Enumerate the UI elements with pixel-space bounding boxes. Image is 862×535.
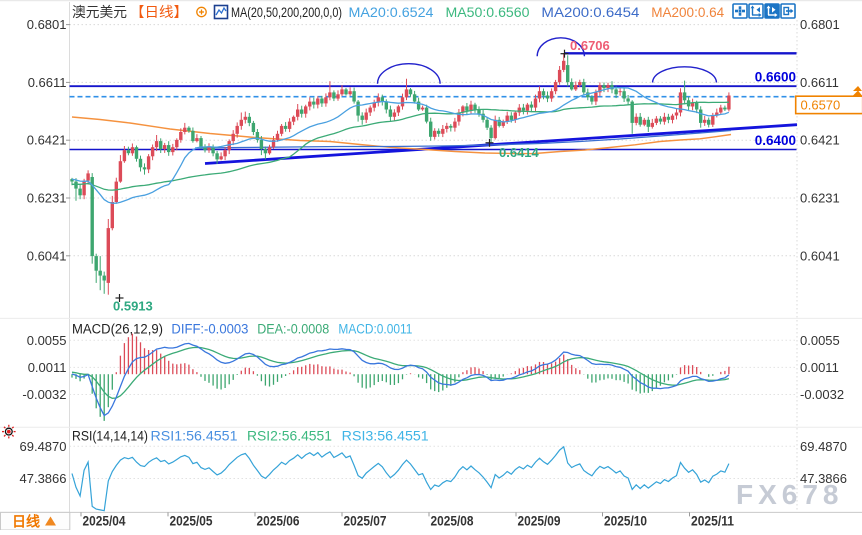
svg-text:RSI3:56.4551: RSI3:56.4551 [342,429,429,444]
svg-text:0.6041: 0.6041 [27,248,67,263]
svg-text:日线: 日线 [12,514,40,530]
svg-text:0.6421: 0.6421 [27,133,67,148]
svg-text:-0.0032: -0.0032 [800,387,844,402]
svg-text:2025/04: 2025/04 [83,514,126,529]
svg-text:0.6041: 0.6041 [800,248,840,263]
svg-text:0.5913: 0.5913 [113,299,153,314]
svg-text:0.6801: 0.6801 [800,17,840,32]
svg-text:2025/08: 2025/08 [431,514,474,529]
svg-text:MA200:0.6454: MA200:0.6454 [541,5,640,20]
svg-text:0.6421: 0.6421 [800,133,840,148]
svg-text:0.6801: 0.6801 [27,17,67,32]
svg-text:0.0055: 0.0055 [27,333,67,348]
svg-text:-0.0032: -0.0032 [22,387,66,402]
svg-text:MACD(26,12,9): MACD(26,12,9) [72,322,163,337]
svg-text:0.6706: 0.6706 [570,38,610,53]
svg-text:0.6400: 0.6400 [755,133,796,148]
svg-text:69.4870: 69.4870 [20,439,67,454]
svg-text:47.3866: 47.3866 [20,471,67,486]
svg-text:RSI2:56.4551: RSI2:56.4551 [247,429,332,444]
svg-text:0.0011: 0.0011 [28,360,67,375]
svg-text:MA(20,50,200,200,0,0): MA(20,50,200,200,0,0) [231,5,342,20]
svg-text:2025/07: 2025/07 [344,514,387,529]
svg-text:2025/05: 2025/05 [170,514,213,529]
svg-text:【日线】: 【日线】 [130,4,188,20]
svg-text:2025/11: 2025/11 [691,514,734,529]
svg-text:DIFF:-0.0003: DIFF:-0.0003 [171,322,248,337]
svg-text:RSI(14,14,14): RSI(14,14,14) [72,429,148,444]
svg-text:MA200:0.64: MA200:0.64 [651,5,724,20]
svg-text:0.6231: 0.6231 [27,191,67,206]
svg-text:FX678: FX678 [736,479,844,510]
svg-text:2025/10: 2025/10 [604,514,647,529]
svg-text:0.6611: 0.6611 [800,75,839,90]
svg-text:DEA:-0.0008: DEA:-0.0008 [257,322,329,337]
svg-text:MA20:0.6524: MA20:0.6524 [349,5,435,20]
svg-text:47.3866: 47.3866 [800,471,847,486]
svg-text:2025/09: 2025/09 [518,514,561,529]
svg-text:0.6600: 0.6600 [755,70,796,85]
svg-text:0.6231: 0.6231 [800,191,840,206]
svg-text:0.6611: 0.6611 [28,75,67,90]
svg-text:0.0011: 0.0011 [800,360,839,375]
svg-text:0.0055: 0.0055 [800,333,840,348]
svg-text:MACD:0.0011: MACD:0.0011 [338,322,412,337]
svg-text:0.6414: 0.6414 [499,145,540,160]
svg-text:RSI1:56.4551: RSI1:56.4551 [151,429,238,444]
svg-text:澳元美元: 澳元美元 [72,4,127,20]
svg-text:0.6570: 0.6570 [801,98,841,113]
svg-text:69.4870: 69.4870 [800,439,847,454]
svg-text:MA50:0.6560: MA50:0.6560 [446,5,530,20]
svg-text:2025/06: 2025/06 [257,514,300,529]
